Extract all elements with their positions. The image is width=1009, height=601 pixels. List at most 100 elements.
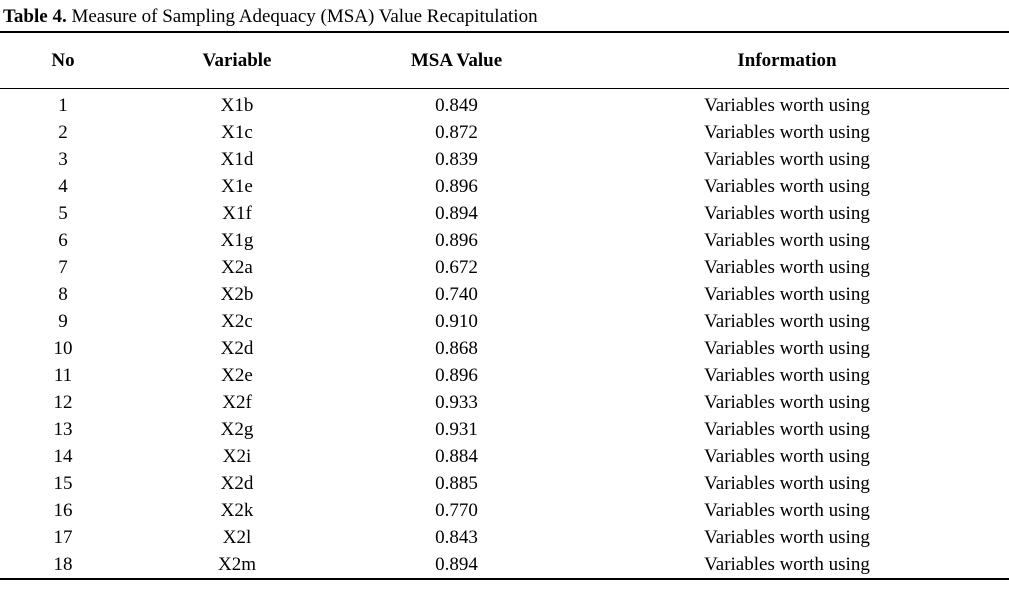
cell-no: 7 (58, 257, 68, 278)
cell-msa-value: 0.933 (435, 392, 478, 413)
table-row: 10 X2d 0.868 Variables worth using (0, 335, 1009, 362)
cell-information: Variables worth using (704, 419, 870, 440)
cell-no: 9 (58, 311, 68, 332)
cell-no: 14 (53, 446, 73, 467)
cell-variable: X1g (220, 230, 254, 251)
cell-no: 13 (53, 419, 73, 440)
cell-variable: X2i (222, 446, 252, 467)
table-row: 16 X2k 0.770 Variables worth using (0, 497, 1009, 524)
table-row: 1 X1b 0.849 Variables worth using (0, 89, 1009, 120)
cell-msa-value: 0.672 (435, 257, 478, 278)
cell-information: Variables worth using (704, 365, 870, 386)
cell-information: Variables worth using (704, 338, 870, 359)
cell-no: 8 (58, 284, 68, 305)
table-row: 2 X1c 0.872 Variables worth using (0, 119, 1009, 146)
column-header-variable: Variable (126, 33, 348, 89)
cell-variable: X2c (221, 311, 253, 332)
table-caption: Table 4. Measure of Sampling Adequacy (M… (0, 0, 1009, 33)
cell-no: 17 (53, 527, 73, 548)
cell-msa-value: 0.894 (435, 554, 478, 575)
cell-no: 16 (53, 500, 73, 521)
cell-msa-value: 0.931 (435, 419, 478, 440)
cell-msa-value: 0.843 (435, 527, 478, 548)
cell-variable: X1f (222, 203, 252, 224)
cell-information: Variables worth using (704, 500, 870, 521)
table-caption-label: Table 4. (3, 6, 67, 27)
table-row: 15 X2d 0.885 Variables worth using (0, 470, 1009, 497)
table-caption-text: Measure of Sampling Adequacy (MSA) Value… (66, 6, 538, 27)
table-row: 3 X1d 0.839 Variables worth using (0, 146, 1009, 173)
cell-msa-value: 0.740 (435, 284, 478, 305)
cell-msa-value: 0.839 (435, 149, 478, 170)
table-row: 5 X1f 0.894 Variables worth using (0, 200, 1009, 227)
column-header-information: Information (565, 33, 1009, 89)
table-body: 1 X1b 0.849 Variables worth using 2 X1c 0.872 V… (0, 89, 1009, 580)
cell-msa-value: 0.868 (435, 338, 478, 359)
cell-no: 11 (53, 365, 73, 386)
cell-information: Variables worth using (704, 203, 870, 224)
table-row: 13 X2g 0.931 Variables worth using (0, 416, 1009, 443)
cell-information: Variables worth using (704, 95, 870, 116)
cell-variable: X2l (222, 527, 252, 548)
table-header-row: No Variable MSA Value Information (0, 33, 1009, 89)
cell-variable: X1c (221, 122, 253, 143)
cell-variable: X1d (220, 149, 254, 170)
table-row: 9 X2c 0.910 Variables worth using (0, 308, 1009, 335)
cell-variable: X2g (220, 419, 254, 440)
cell-variable: X2d (220, 473, 254, 494)
cell-information: Variables worth using (704, 230, 870, 251)
cell-variable: X2d (220, 338, 254, 359)
column-header-no: No (0, 33, 126, 89)
cell-msa-value: 0.896 (435, 230, 478, 251)
cell-no: 5 (58, 203, 68, 224)
msa-table: No Variable MSA Value Information 1 X1b 0.… (0, 33, 1009, 580)
cell-msa-value: 0.884 (435, 446, 478, 467)
cell-no: 4 (58, 176, 68, 197)
table-row: 6 X1g 0.896 Variables worth using (0, 227, 1009, 254)
cell-no: 2 (58, 122, 68, 143)
cell-no: 6 (58, 230, 68, 251)
cell-msa-value: 0.910 (435, 311, 478, 332)
cell-msa-value: 0.872 (435, 122, 478, 143)
cell-msa-value: 0.896 (435, 365, 478, 386)
cell-msa-value: 0.770 (435, 500, 478, 521)
cell-information: Variables worth using (704, 284, 870, 305)
cell-variable: X2f (222, 392, 252, 413)
table-row: 11 X2e 0.896 Variables worth using (0, 362, 1009, 389)
cell-variable: X2k (220, 500, 254, 521)
cell-variable: X2b (220, 284, 254, 305)
cell-variable: X2m (218, 554, 256, 575)
table-row: 18 X2m 0.894 Variables worth using (0, 551, 1009, 579)
cell-msa-value: 0.896 (435, 176, 478, 197)
table-header: No Variable MSA Value Information (0, 33, 1009, 89)
table-row: 8 X2b 0.740 Variables worth using (0, 281, 1009, 308)
cell-msa-value: 0.885 (435, 473, 478, 494)
cell-variable: X1b (220, 95, 254, 116)
cell-information: Variables worth using (704, 149, 870, 170)
cell-variable: X1e (221, 176, 253, 197)
cell-variable: X2e (221, 365, 253, 386)
column-header-msa-value: MSA Value (348, 33, 565, 89)
cell-information: Variables worth using (704, 527, 870, 548)
cell-information: Variables worth using (704, 257, 870, 278)
cell-no: 3 (58, 149, 68, 170)
cell-information: Variables worth using (704, 554, 870, 575)
table-row: 14 X2i 0.884 Variables worth using (0, 443, 1009, 470)
table-row: 4 X1e 0.896 Variables worth using (0, 173, 1009, 200)
cell-information: Variables worth using (704, 392, 870, 413)
cell-msa-value: 0.849 (435, 95, 478, 116)
cell-information: Variables worth using (704, 446, 870, 467)
cell-variable: X2a (221, 257, 253, 278)
table-row: 12 X2f 0.933 Variables worth using (0, 389, 1009, 416)
cell-information: Variables worth using (704, 473, 870, 494)
cell-information: Variables worth using (704, 176, 870, 197)
cell-information: Variables worth using (704, 122, 870, 143)
table-row: 17 X2l 0.843 Variables worth using (0, 524, 1009, 551)
cell-no: 1 (58, 95, 68, 116)
cell-msa-value: 0.894 (435, 203, 478, 224)
cell-no: 15 (53, 473, 73, 494)
cell-no: 10 (53, 338, 73, 359)
table-row: 7 X2a 0.672 Variables worth using (0, 254, 1009, 281)
cell-information: Variables worth using (704, 311, 870, 332)
cell-no: 18 (53, 554, 73, 575)
